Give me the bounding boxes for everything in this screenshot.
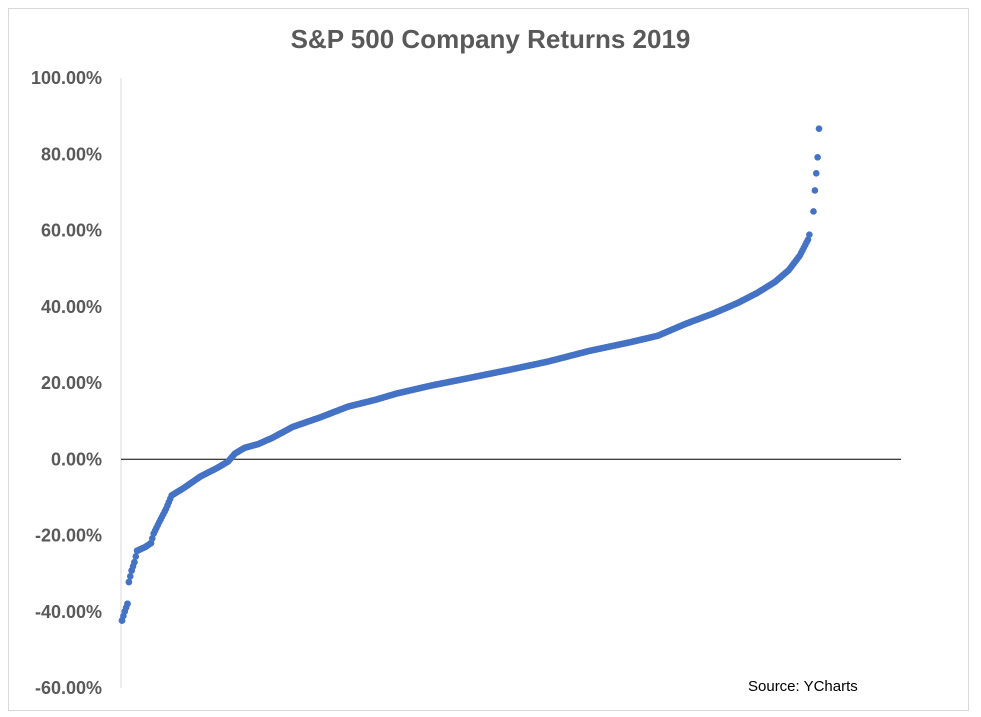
y-tick-label: 80.00%	[41, 144, 102, 164]
data-point	[806, 231, 813, 238]
data-point	[124, 600, 131, 608]
data-point	[811, 187, 819, 194]
data-point	[121, 608, 129, 615]
y-tick-label: -60.00%	[35, 678, 102, 698]
source-note: Source: YCharts	[748, 678, 858, 695]
data-point	[147, 539, 155, 547]
data-point	[804, 236, 812, 243]
y-axis: 100.00% 80.00% 60.00% 40.00% 20.00% 0.00% -20.…	[31, 68, 901, 698]
data-point	[132, 553, 140, 560]
data-point	[125, 578, 133, 586]
chart-title: S&P 500 Company Returns 2019	[290, 24, 691, 54]
data-point	[133, 547, 141, 555]
data-point	[812, 170, 820, 177]
data-point	[142, 543, 149, 551]
data-points	[118, 125, 823, 624]
data-point	[128, 567, 135, 574]
y-tick-label: -20.00%	[35, 526, 102, 546]
y-tick-label: 20.00%	[41, 373, 102, 393]
chart-frame	[8, 8, 969, 711]
data-point	[810, 208, 817, 215]
data-point	[814, 154, 821, 161]
data-point	[126, 572, 134, 580]
y-tick-label: 0.00%	[51, 449, 102, 469]
y-tick-label: -40.00%	[35, 602, 102, 622]
y-tick-label: 100.00%	[31, 68, 102, 88]
y-tick-label: 40.00%	[41, 297, 102, 317]
y-tick-label: 60.00%	[41, 221, 102, 241]
data-point	[131, 558, 138, 566]
data-point	[815, 125, 823, 133]
data-point	[118, 617, 126, 624]
